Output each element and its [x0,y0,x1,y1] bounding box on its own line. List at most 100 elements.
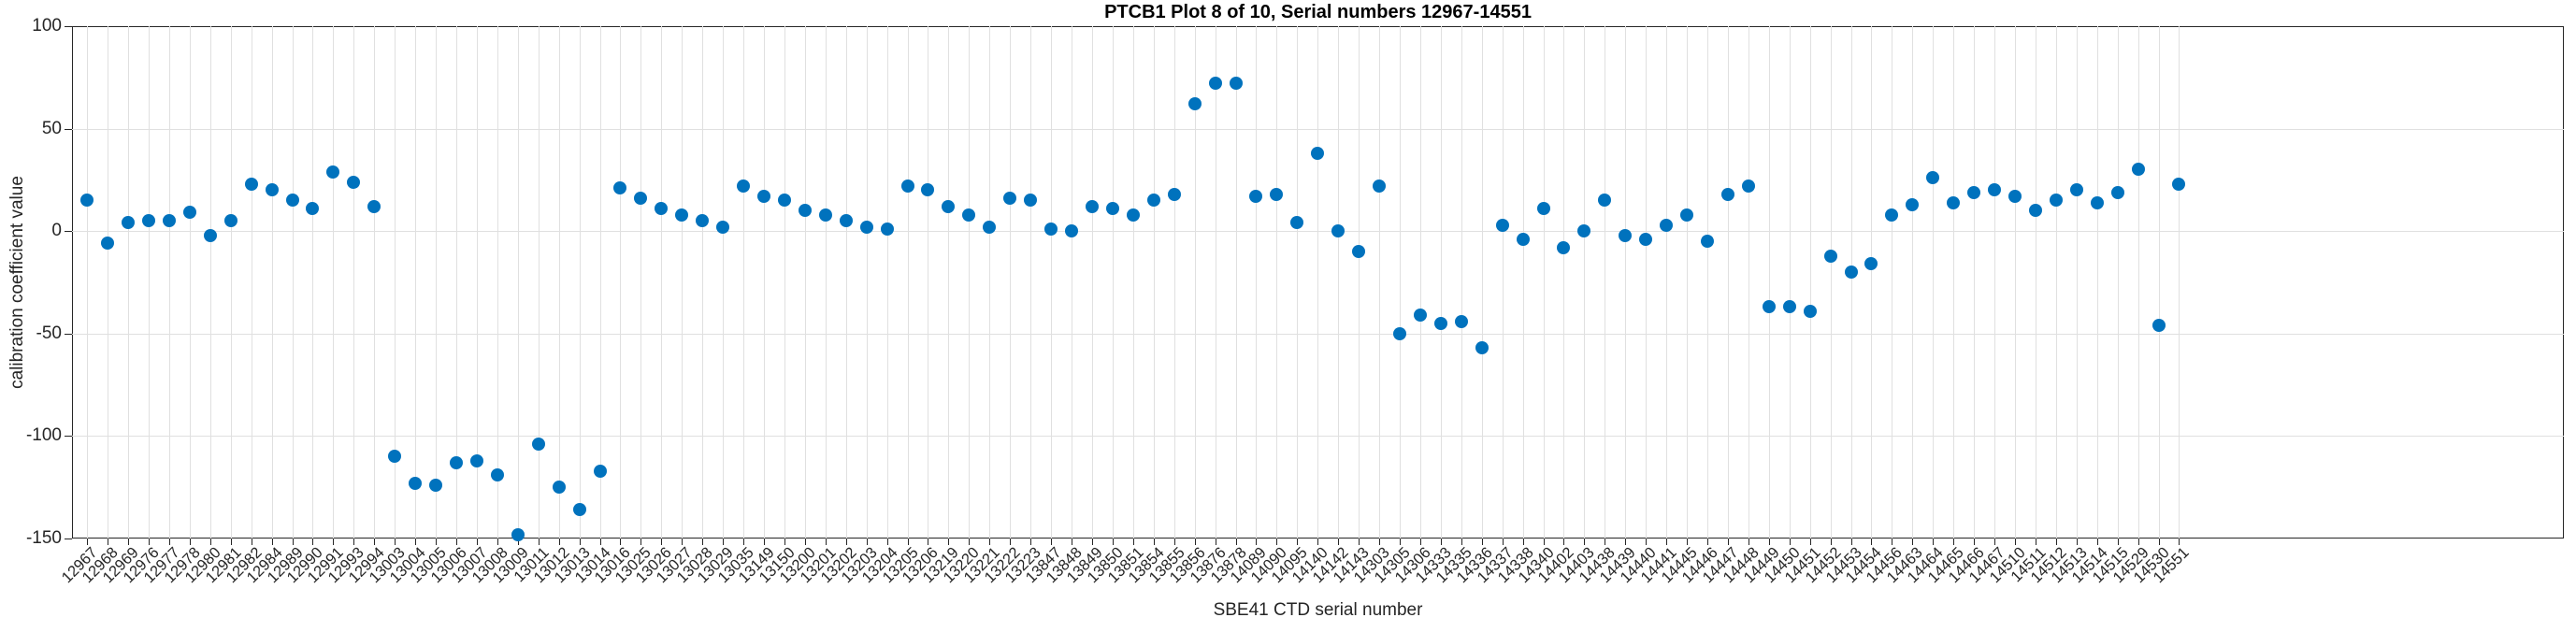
data-point [223,214,237,228]
data-point [1167,187,1181,201]
v-gridline [1850,26,1852,539]
data-point [1065,224,1079,238]
x-tick-mark [804,539,806,545]
x-tick-mark [579,539,581,545]
v-gridline [1522,26,1524,539]
v-gridline [702,26,704,539]
v-gridline [1912,26,1914,539]
data-point [2131,163,2145,177]
x-tick-mark [312,539,314,545]
x-tick-mark [1727,539,1729,545]
v-gridline [1010,26,1012,539]
chart-title: PTCB1 Plot 8 of 10, Serial numbers 12967… [1104,2,1532,22]
x-tick-mark [2055,539,2057,545]
x-tick-mark [948,539,950,545]
data-point [1392,326,1406,340]
data-point [2028,204,2042,218]
v-gridline [2137,26,2139,539]
data-point [285,194,299,208]
v-gridline [1933,26,1935,539]
x-tick-mark [538,539,540,545]
x-tick-mark [2117,539,2119,545]
data-point [1105,202,1119,216]
x-tick-mark [271,539,273,545]
v-gridline [1706,26,1708,539]
data-point [613,181,627,195]
data-point [552,481,566,495]
x-tick-mark [1173,539,1175,545]
x-tick-mark [2014,539,2016,545]
data-point [1700,235,1714,249]
v-gridline [579,26,581,539]
data-point [1885,208,1899,222]
x-tick-mark [1809,539,1811,545]
y-tick-label: 0 [51,221,62,241]
x-tick-mark [1584,539,1586,545]
data-point [818,208,832,222]
v-gridline [1256,26,1258,539]
v-gridline [784,26,785,539]
v-gridline [1091,26,1093,539]
x-tick-mark [1830,539,1832,545]
x-tick-mark [436,539,438,545]
data-point [531,438,545,452]
v-gridline [1399,26,1401,539]
data-point [1680,208,1694,222]
data-point [1660,218,1674,232]
v-gridline [2055,26,2057,539]
v-gridline [1132,26,1134,539]
x-tick-mark [1256,539,1258,545]
y-tick-label: -150 [25,528,62,548]
v-gridline [1440,26,1442,539]
v-gridline [1194,26,1196,539]
data-point [450,455,463,469]
x-tick-mark [1317,539,1319,545]
v-gridline [1379,26,1381,539]
data-point [1967,185,1981,199]
x-tick-mark [149,539,150,545]
v-gridline [476,26,478,539]
x-tick-mark [415,539,417,545]
v-gridline [1235,26,1237,539]
data-point [1126,208,1140,222]
x-tick-mark [87,539,89,545]
v-gridline [723,26,725,539]
x-tick-mark [1768,539,1770,545]
data-point [1373,179,1387,193]
v-gridline [2096,26,2098,539]
x-tick-mark [1112,539,1114,545]
x-tick-mark [1543,539,1545,545]
x-tick-mark [620,539,622,545]
y-tick-mark [65,436,72,438]
v-gridline [538,26,540,539]
v-gridline [948,26,950,539]
data-point [490,468,504,482]
x-tick-mark [1666,539,1668,545]
data-point [1536,202,1550,216]
data-point [900,179,914,193]
x-tick-mark [1030,539,1032,545]
x-tick-mark [1994,539,1996,545]
data-point [265,183,279,197]
x-tick-mark [1276,539,1278,545]
x-tick-mark [1912,539,1914,545]
v-gridline [1768,26,1770,539]
x-tick-mark [209,539,211,545]
data-point [1311,146,1325,160]
data-point [1823,249,1837,263]
data-point [367,199,381,213]
v-gridline [1359,26,1360,539]
v-gridline [825,26,827,539]
v-gridline [1727,26,1729,539]
data-point [1906,197,1920,211]
data-point [1639,232,1653,246]
v-gridline [866,26,868,539]
data-point [839,214,853,228]
v-gridline [764,26,766,539]
data-point [1003,192,1017,206]
data-point [757,189,771,203]
x-tick-mark [784,539,785,545]
data-point [634,192,648,206]
v-gridline [599,26,601,539]
data-point [1720,187,1734,201]
